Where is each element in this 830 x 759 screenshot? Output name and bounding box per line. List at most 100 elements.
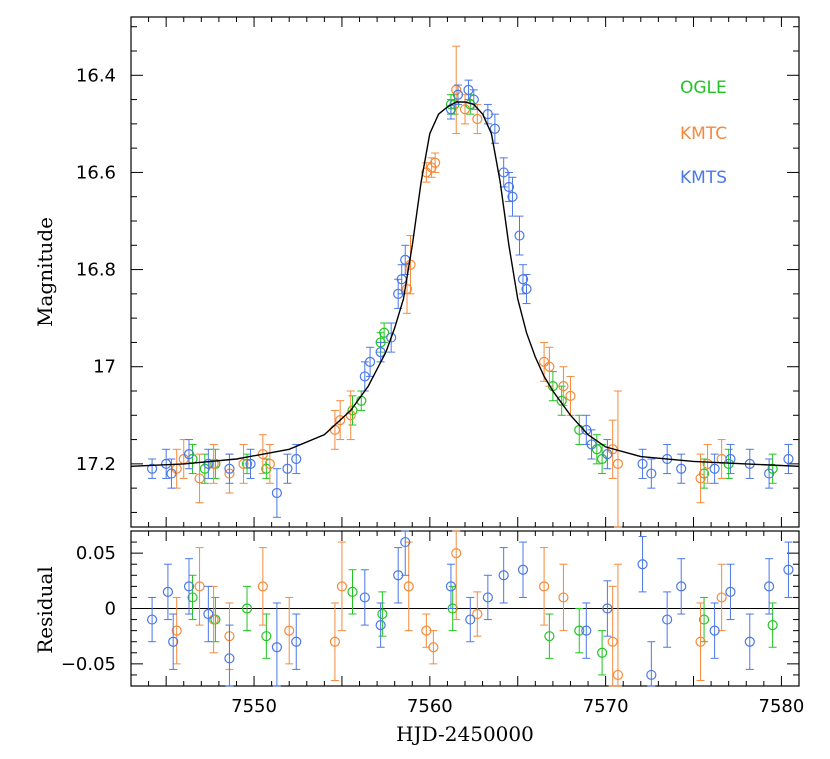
y-tick-label: 16.6 [76, 162, 116, 183]
data-point-kmts [783, 443, 794, 475]
legend-entry-kmts: KMTS [680, 168, 727, 188]
data-point-kmts [676, 558, 687, 615]
data-point-kmtc [336, 541, 348, 632]
x-tick-label: 7580 [759, 696, 805, 717]
data-point-kmtc [716, 563, 727, 632]
data-point-kmts [161, 448, 172, 479]
legend: OGLE KMTC KMTS [680, 78, 727, 188]
x-tick-label: 7550 [231, 696, 277, 717]
legend-entry-kmtc: KMTC [680, 124, 727, 144]
data-point-kmtc [208, 443, 219, 484]
data-point-kmtc [194, 547, 205, 626]
data-point-ogle [241, 585, 253, 632]
data-point-kmts [764, 558, 775, 615]
data-point-kmts [581, 602, 592, 659]
data-point-kmtc [171, 448, 182, 489]
data-point-kmts [646, 641, 657, 687]
data-point-ogle [574, 414, 585, 445]
data-point-kmts [586, 429, 597, 460]
data-point-kmts [602, 439, 613, 470]
data-point-kmtc [539, 547, 550, 626]
residual-data-points [146, 530, 794, 687]
data-point-ogle [597, 630, 608, 676]
data-point-kmts [146, 596, 158, 643]
data-point-kmts [183, 558, 195, 615]
data-point-kmtc [565, 375, 576, 416]
y-tick-label: 0 [105, 599, 116, 620]
data-point-kmts [364, 346, 376, 377]
data-point-ogle [591, 434, 602, 465]
data-point-kmts [725, 563, 736, 621]
data-point-kmtc [702, 443, 713, 484]
data-point-kmtc [612, 390, 624, 528]
data-point-kmts [224, 453, 235, 484]
data-point-kmts [725, 443, 736, 475]
data-point-kmts [581, 414, 592, 445]
data-point-kmts [291, 613, 302, 670]
data-point-kmtc [612, 563, 624, 687]
data-point-kmts [709, 453, 720, 484]
data-point-kmts [662, 591, 673, 648]
legend-entry-ogle: OGLE [680, 78, 727, 98]
data-point-kmts [676, 453, 687, 484]
data-point-ogle [241, 453, 253, 475]
data-point-ogle [347, 569, 358, 615]
data-point-kmts [291, 443, 302, 475]
data-point-kmts [282, 453, 293, 484]
x-axis-title: HJD-2450000 [396, 722, 534, 746]
residual-panel: 7550 7560 7570 7580 0.05 0 −0.05 Residual HJD-… [33, 530, 804, 746]
data-point-kmts [271, 468, 283, 518]
data-point-kmts [183, 439, 195, 470]
y-tick-label: −0.05 [61, 654, 116, 675]
data-point-kmtc [430, 152, 441, 173]
data-point-ogle [574, 608, 585, 654]
data-point-kmtc [284, 596, 295, 665]
data-point-kmts [507, 176, 518, 217]
data-point-kmts [744, 613, 755, 670]
data-point-kmts [162, 563, 174, 621]
data-point-ogle [347, 395, 358, 426]
data-point-kmtc [451, 530, 462, 621]
model-curve [130, 101, 800, 467]
data-point-kmtc [178, 439, 189, 479]
data-point-kmts [637, 536, 648, 593]
data-point-kmts [203, 585, 214, 643]
data-point-kmtc [716, 439, 727, 479]
data-point-kmtc [695, 602, 706, 681]
data-point-kmtc [264, 443, 275, 484]
main-data-points [146, 45, 794, 528]
data-point-kmtc [257, 547, 268, 626]
data-point-kmts [146, 458, 158, 479]
data-point-kmts [489, 113, 500, 144]
data-point-kmts [375, 602, 386, 648]
data-point-kmtc [171, 596, 182, 665]
data-point-kmts [482, 574, 493, 621]
data-point-kmtc [345, 390, 356, 441]
x-tick-label: 7570 [583, 696, 629, 717]
y-tick-label: 16.4 [76, 65, 116, 86]
data-point-ogle [767, 602, 778, 648]
data-point-kmts [359, 569, 370, 626]
data-point-ogle [261, 613, 272, 659]
data-point-kmtc [403, 541, 414, 632]
data-point-kmts [271, 602, 283, 687]
main-y-axis-title: Magnitude [33, 217, 57, 327]
data-point-kmts [445, 563, 457, 609]
x-tick-label: 7560 [407, 696, 453, 717]
data-point-kmts [517, 541, 529, 598]
main-axis-ticks: 16.4 16.6 16.8 17 17.2 [76, 17, 800, 527]
data-point-kmts [602, 580, 613, 637]
data-point-kmtc [329, 602, 341, 681]
main-panel: 16.4 16.6 16.8 17 17.2 Magnitude OGLE KMTC K… [33, 16, 800, 528]
data-point-kmtc [558, 563, 569, 632]
y-tick-label: 0.05 [76, 543, 116, 564]
data-point-kmtc [238, 443, 249, 484]
residual-axis-ticks: 7550 7560 7570 7580 0.05 0 −0.05 [61, 531, 804, 717]
data-point-kmts [709, 602, 720, 659]
data-point-kmts [514, 215, 525, 256]
data-point-kmts [498, 547, 509, 604]
data-point-kmts [783, 541, 794, 598]
y-tick-label: 17.2 [76, 454, 116, 475]
data-point-kmts [203, 448, 214, 479]
